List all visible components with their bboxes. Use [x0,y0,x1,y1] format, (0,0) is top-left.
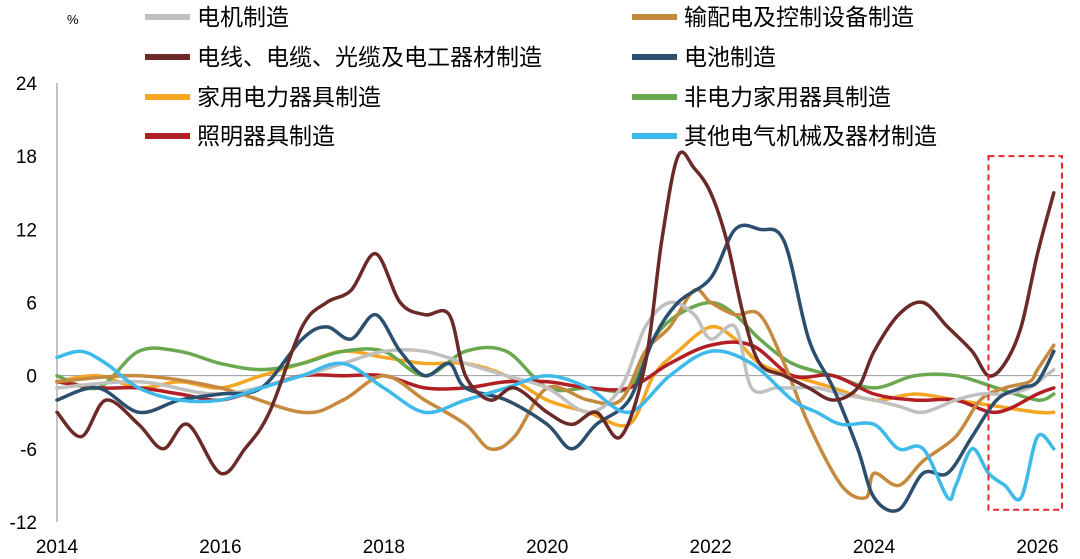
legend-label: 电池制造 [684,45,776,71]
y-tick-label: 0 [26,367,37,388]
y-tick-label: 18 [16,147,37,168]
x-tick-label: 2016 [199,537,241,558]
x-tick-label: 2026 [1016,537,1058,558]
legend-label: 照明器具制造 [197,124,335,150]
x-tick-label: 2022 [690,537,732,558]
legend-label: 其他电气机械及器材制造 [684,124,937,150]
legend-label: 非电力家用器具制造 [684,85,891,111]
legend-label: 输配电及控制设备制造 [684,5,914,31]
series-lines [55,150,1056,513]
x-tick-label: 2014 [36,537,79,558]
highlight-box [987,155,1064,511]
series-line [55,223,1056,513]
series-line [55,150,1056,476]
y-tick-label: -12 [10,513,37,534]
series-line [55,349,1056,502]
y-axis-ticks: -12 -6 0 6 12 18 24 [10,74,38,534]
legend-label: 家用电力器具制造 [197,85,381,111]
x-axis-ticks: 2014 2016 2018 2020 2022 2024 2026 [36,537,1059,558]
y-tick-label: 6 [26,294,37,315]
legend-label: 电机制造 [197,5,289,31]
series-line [55,300,1056,415]
y-unit-label: % [67,12,79,27]
x-tick-label: 2024 [853,537,896,558]
x-tick-label: 2020 [526,537,568,558]
legend-label: 电线、电缆、光缆及电工器材制造 [197,45,542,71]
x-tick-label: 2018 [363,537,405,558]
y-tick-label: -6 [20,440,37,461]
y-tick-label: 12 [16,220,37,241]
y-tick-label: 24 [16,74,38,95]
